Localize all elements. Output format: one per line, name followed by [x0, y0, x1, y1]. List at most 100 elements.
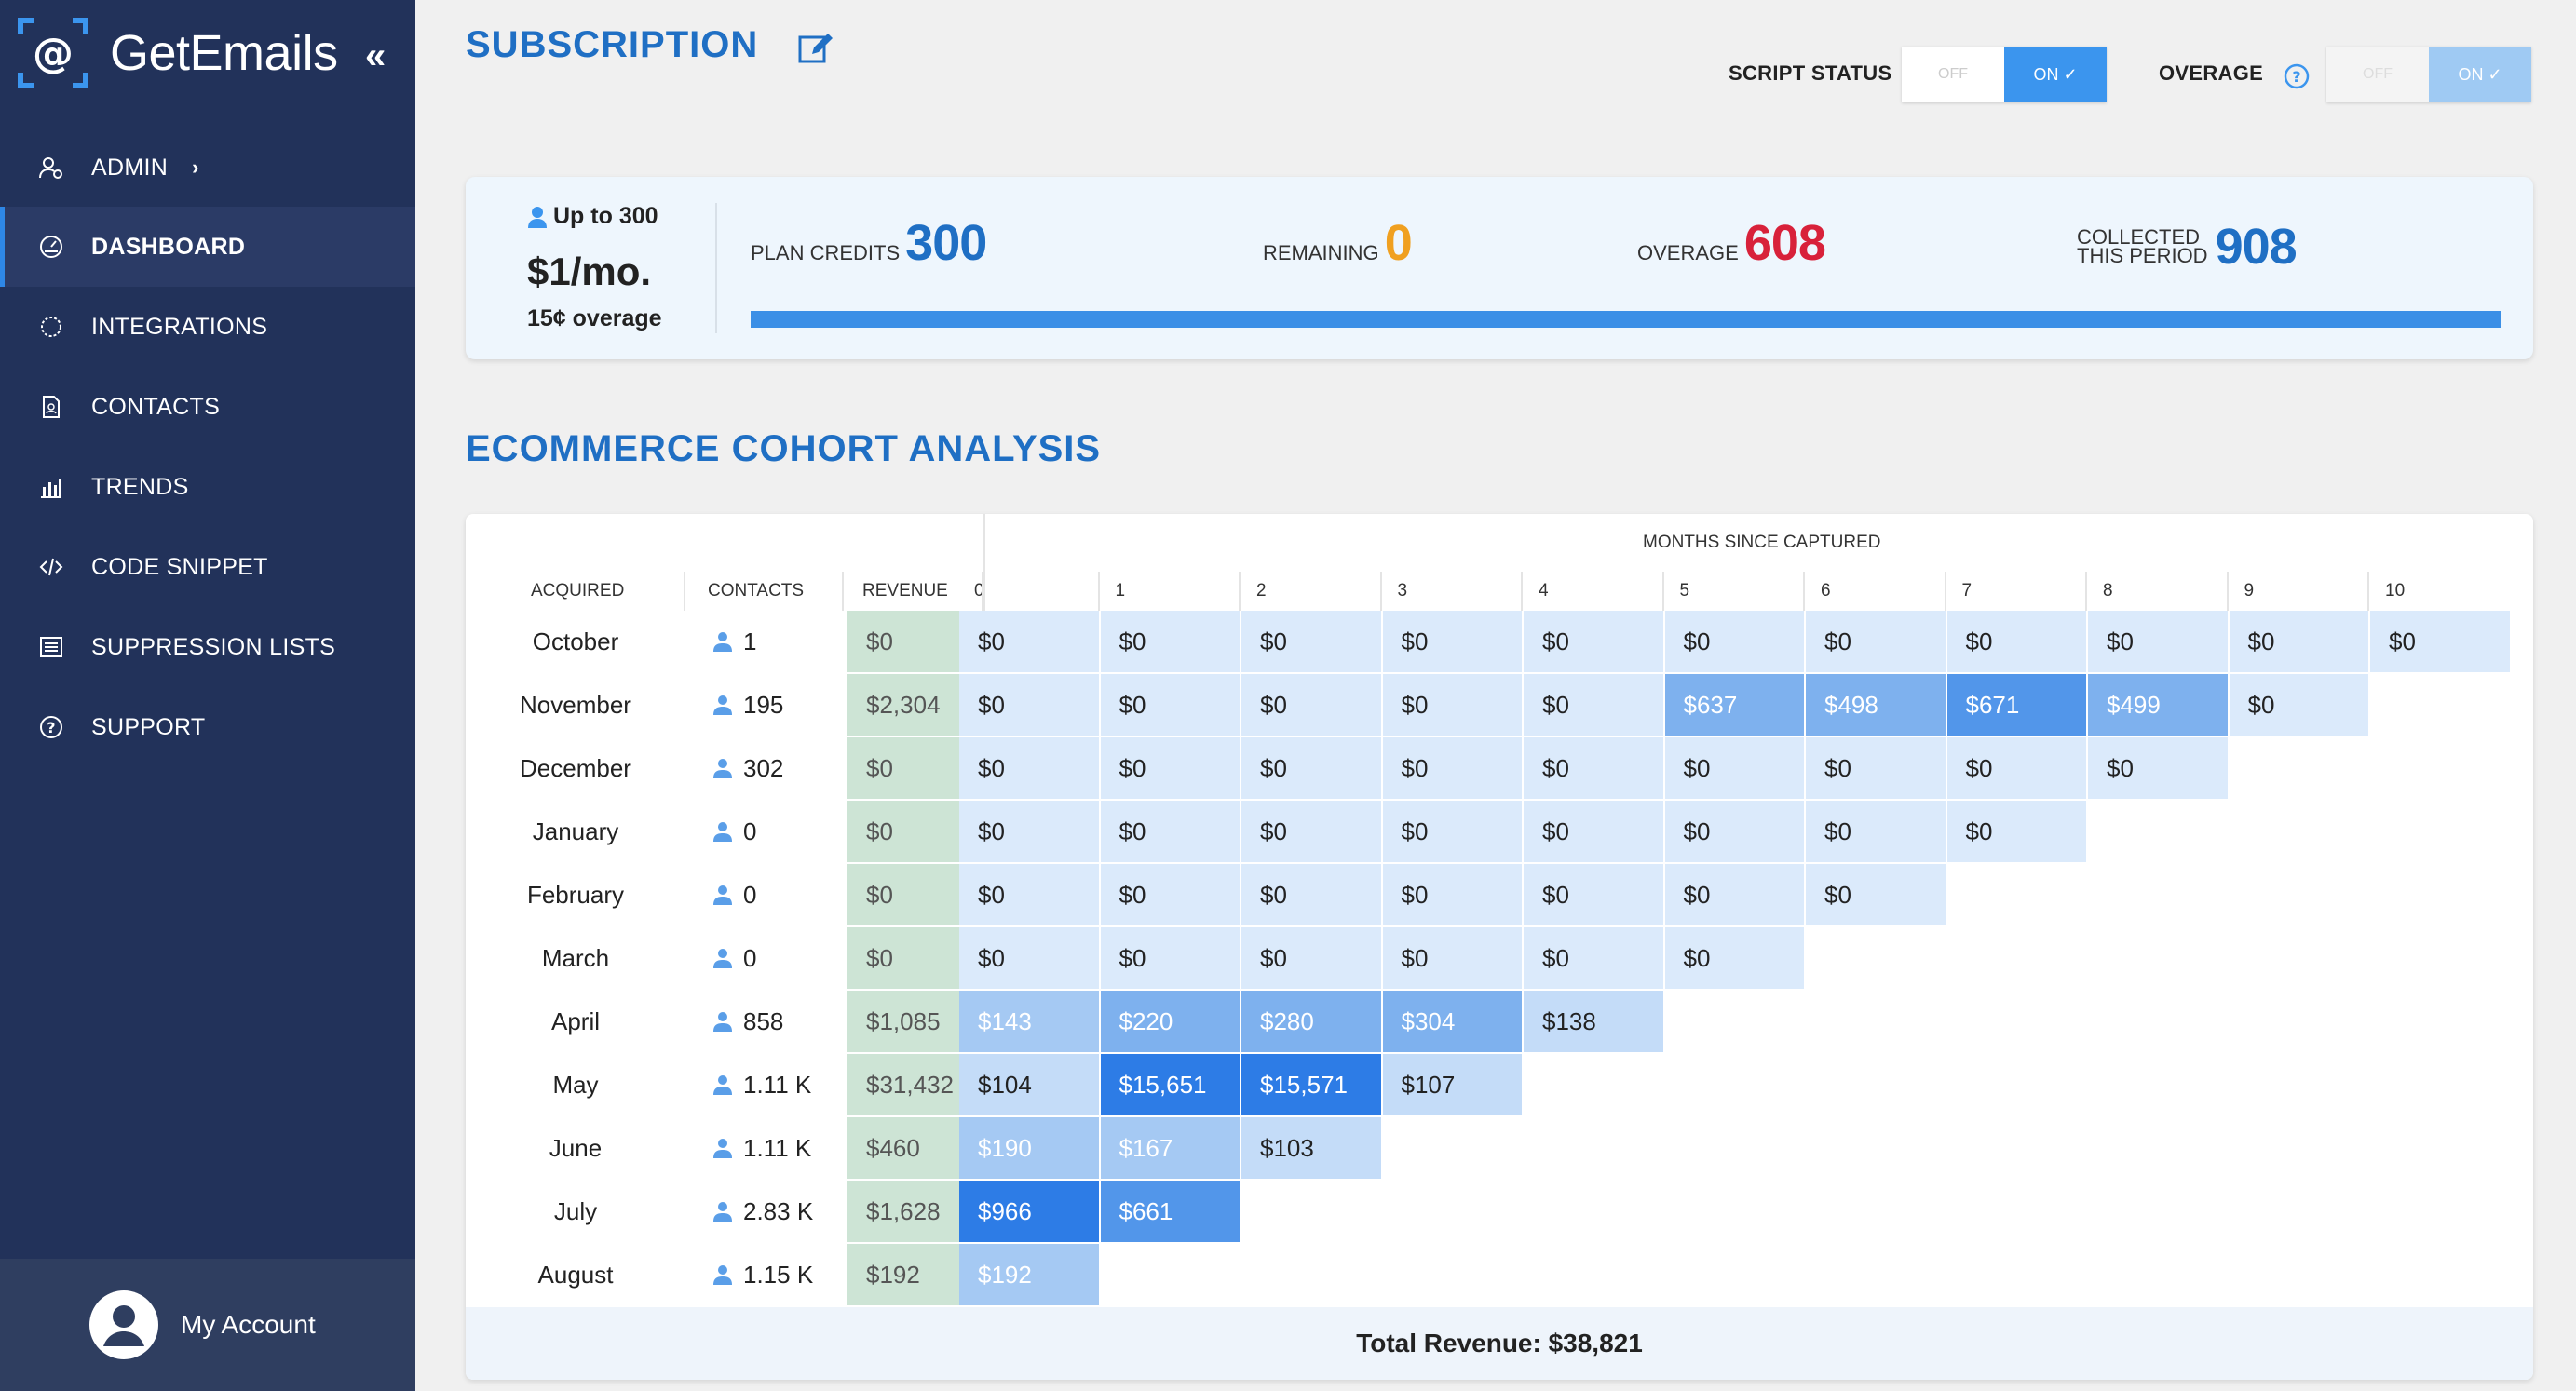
cell-text: $0	[1260, 880, 1287, 909]
month-column-separator	[1944, 572, 1946, 611]
script-status-toggle[interactable]: OFF ON ✓	[1902, 47, 2107, 102]
collected-stat: COLLECTED THIS PERIOD 908	[2077, 218, 2298, 276]
cell-text: $167	[1119, 1133, 1173, 1162]
cell-text: $0	[2247, 690, 2275, 719]
cell-text: $460	[866, 1133, 920, 1162]
person-icon	[713, 1075, 732, 1095]
sidebar-item-admin[interactable]: ADMIN ›	[0, 128, 415, 208]
cohort-value-cell: $0	[1100, 674, 1240, 736]
getemails-logo-icon[interactable]: @	[15, 15, 91, 91]
cell-text: $0	[1119, 880, 1146, 909]
cohort-value-cell: $0	[1946, 801, 2086, 862]
acquired-month-cell: August	[466, 1244, 685, 1305]
sidebar-item-code-snippet[interactable]: CODE SNIPPET	[0, 527, 415, 607]
cell-text: $0	[1683, 753, 1711, 782]
acquired-month-cell: November	[466, 674, 685, 736]
cohort-value-cell: $0	[959, 674, 1099, 736]
cohort-value-cell: $0	[1100, 611, 1240, 672]
cohort-value-cell: $499	[2088, 674, 2228, 736]
cohort-value-cell: $15,651	[1100, 1054, 1240, 1115]
bar-chart-icon	[37, 473, 65, 501]
my-account-button[interactable]: My Account	[0, 1259, 415, 1391]
sidebar-item-trends[interactable]: TRENDS	[0, 447, 415, 527]
toggle-off-option[interactable]: OFF	[2326, 47, 2429, 102]
contacts-cell: 1	[689, 611, 842, 672]
cohort-value-cell: $0	[1382, 674, 1522, 736]
cohort-value-cell: $0	[1806, 611, 1946, 672]
overage-toggle[interactable]: OFF ON ✓	[2326, 47, 2531, 102]
sidebar-item-suppression-lists[interactable]: SUPPRESSION LISTS	[0, 607, 415, 687]
overage-stat: OVERAGE 608	[1637, 214, 1826, 272]
person-icon	[528, 206, 547, 228]
remaining-stat: REMAINING 0	[1263, 214, 1413, 272]
cohort-value-cell: $0	[1664, 864, 1804, 925]
cell-text: January	[532, 817, 619, 845]
cell-text: July	[553, 1196, 598, 1225]
contacts-cell: 195	[689, 674, 842, 736]
script-status-label: SCRIPT STATUS	[1729, 61, 1892, 85]
help-circle-icon: ?	[37, 713, 65, 741]
toggle-on-label: ON	[2458, 64, 2484, 84]
contacts-value: 1	[743, 627, 757, 655]
acquired-month-cell: March	[466, 927, 685, 989]
collected-label-line1: COLLECTED	[2077, 225, 2201, 249]
help-icon[interactable]: ?	[2284, 63, 2310, 89]
toggle-on-option[interactable]: ON ✓	[2004, 47, 2107, 102]
remaining-value: 0	[1384, 215, 1413, 271]
overage-label: OVERAGE	[2159, 61, 2264, 85]
cohort-value-cell: $0	[1524, 864, 1663, 925]
sidebar: @ GetEmails « ADMIN › DASHBOARD INTEGRAT…	[0, 0, 415, 1391]
person-icon	[713, 1265, 732, 1285]
month-index-3: 3	[1397, 581, 1408, 601]
plan-credits-value: 300	[905, 215, 987, 271]
cell-text: $0	[1119, 817, 1146, 845]
sidebar-item-label: TRENDS	[91, 473, 189, 500]
month-column-separator	[2367, 572, 2369, 611]
cell-text: $1,085	[866, 1006, 941, 1035]
acquired-header: ACQUIRED	[531, 581, 625, 601]
sidebar-item-integrations[interactable]: INTEGRATIONS	[0, 287, 415, 367]
contacts-header: CONTACTS	[708, 581, 805, 601]
sidebar-item-label: SUPPRESSION LISTS	[91, 633, 336, 660]
plan-price: $1/mo.	[527, 250, 652, 293]
divider	[715, 203, 717, 333]
toggle-on-option[interactable]: ON ✓	[2429, 47, 2531, 102]
cell-text: $0	[1542, 690, 1569, 719]
acquired-month-cell: July	[466, 1181, 685, 1242]
cell-text: $0	[1119, 943, 1146, 972]
remaining-label: REMAINING	[1263, 241, 1379, 264]
contacts-cell: 858	[689, 991, 842, 1052]
sidebar-item-label: CODE SNIPPET	[91, 553, 268, 580]
total-revenue: Total Revenue: $38,821	[466, 1307, 2533, 1380]
acquired-month-cell: February	[466, 864, 685, 925]
cohort-value-cell: $15,571	[1241, 1054, 1381, 1115]
cell-text: $966	[978, 1196, 1032, 1225]
toggle-off-option[interactable]: OFF	[1902, 47, 2004, 102]
overage-stat-label: OVERAGE	[1637, 241, 1739, 264]
cell-text: $192	[866, 1260, 920, 1289]
checkmark-icon: ✓	[2063, 64, 2078, 84]
contacts-value: 0	[743, 817, 757, 845]
dashboard-gauge-icon	[37, 233, 65, 261]
sidebar-item-contacts[interactable]: CONTACTS	[0, 367, 415, 447]
cohort-value-cell: $0	[1100, 927, 1240, 989]
cell-text: $0	[1119, 627, 1146, 655]
cohort-value-cell: $0	[1241, 674, 1381, 736]
cohort-value-cell: $190	[959, 1117, 1099, 1179]
column-separator	[982, 572, 983, 611]
cell-text: $31,432	[866, 1070, 954, 1099]
edit-icon[interactable]	[797, 30, 834, 67]
collapse-sidebar-icon[interactable]: «	[365, 35, 386, 76]
cell-text: $498	[1824, 690, 1878, 719]
person-icon	[713, 885, 732, 905]
collected-value: 908	[2215, 219, 2298, 275]
sidebar-item-support[interactable]: ? SUPPORT	[0, 687, 415, 767]
month-index-1: 1	[1115, 581, 1126, 601]
month-column-separator	[1379, 572, 1382, 611]
acquired-month-cell: January	[466, 801, 685, 862]
user-gear-icon	[37, 154, 65, 182]
sidebar-item-dashboard[interactable]: DASHBOARD	[0, 207, 415, 287]
cell-text: $0	[1824, 627, 1851, 655]
contacts-value: 858	[743, 1006, 784, 1035]
sidebar-item-label: SUPPORT	[91, 713, 206, 740]
